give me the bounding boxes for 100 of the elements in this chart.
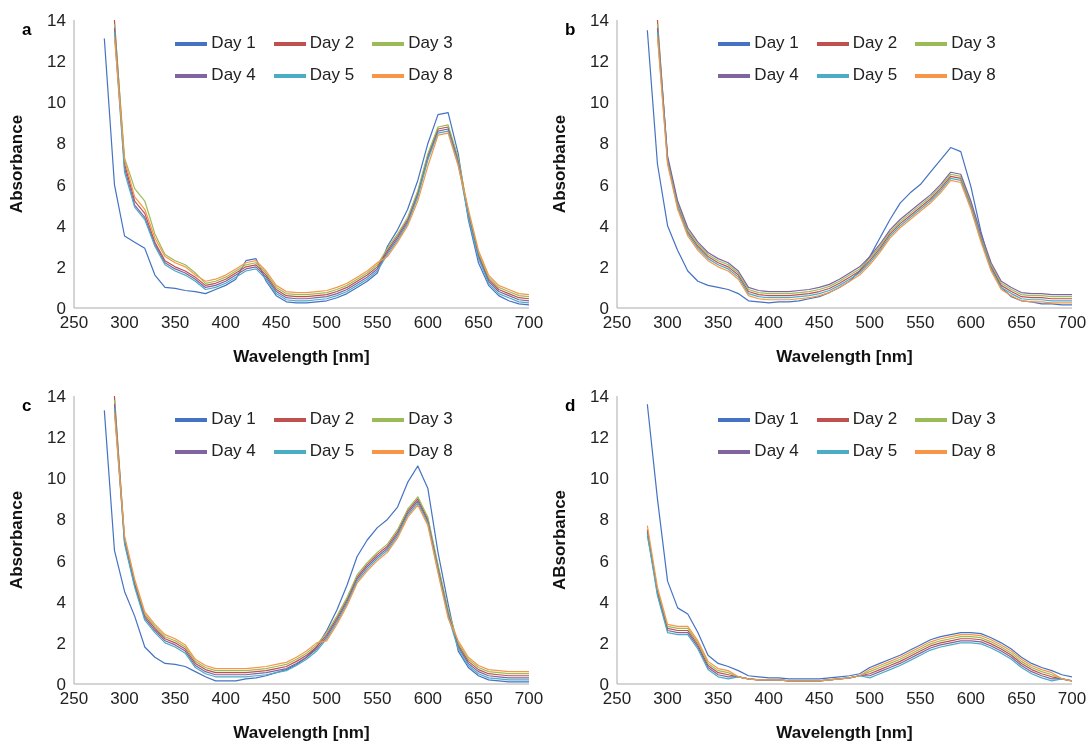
x-tick-label: 400 [211, 689, 240, 709]
x-tick-label: 450 [262, 313, 291, 333]
x-tick-label: 350 [160, 689, 190, 709]
legend-label: Day 5 [852, 65, 898, 85]
y-tick-label: 12 [47, 428, 66, 448]
x-tick-label: 700 [1057, 313, 1087, 333]
x-axis-title: Wavelength [nm] [776, 723, 913, 742]
y-tick-label: 6 [56, 551, 66, 571]
legend-label: Day 2 [309, 409, 355, 429]
legend-label: Day 2 [309, 33, 355, 53]
x-tick-label: 350 [160, 313, 190, 333]
chart-title: b [565, 20, 576, 40]
x-tick-label: 550 [906, 313, 935, 333]
legend-label: Day 8 [951, 65, 996, 85]
x-tick-label: 700 [1057, 689, 1087, 709]
y-tick-label: 10 [590, 469, 609, 489]
y-tick-label: 10 [47, 469, 66, 489]
x-axis-title: Wavelength [nm] [233, 723, 370, 742]
y-tick-label: 2 [56, 633, 66, 653]
y-axis-title: Absorbance [550, 114, 570, 214]
x-tick-label: 300 [653, 689, 682, 709]
y-tick-label: 8 [56, 134, 66, 154]
x-tick-label: 650 [1007, 689, 1036, 709]
y-tick-label: 14 [47, 11, 66, 31]
legend-label: Day 3 [951, 33, 996, 53]
x-tick-label: 400 [754, 689, 783, 709]
y-tick-label: 2 [599, 633, 609, 653]
y-tick-label: 2 [599, 257, 609, 277]
y-tick-label: 6 [599, 551, 609, 571]
x-tick-label: 650 [1007, 313, 1036, 333]
legend-label: Day 1 [754, 33, 799, 53]
y-tick-label: 10 [47, 93, 66, 113]
x-tick-label: 700 [514, 689, 544, 709]
x-tick-label: 350 [703, 689, 733, 709]
y-tick-label: 8 [56, 510, 66, 530]
legend-label: Day 4 [211, 441, 256, 461]
x-tick-label: 650 [464, 313, 493, 333]
x-tick-label: 550 [363, 689, 392, 709]
legend-label: Day 4 [754, 441, 799, 461]
x-tick-label: 300 [110, 689, 139, 709]
legend-label: Day 1 [211, 409, 256, 429]
chart-title: a [22, 20, 32, 40]
y-tick-label: 14 [590, 11, 609, 31]
x-axis-title: Wavelength [nm] [233, 347, 370, 366]
x-tick-label: 700 [514, 313, 544, 333]
legend-label: Day 2 [852, 33, 898, 53]
x-tick-label: 400 [754, 313, 783, 333]
x-tick-label: 500 [312, 689, 341, 709]
x-tick-label: 400 [211, 313, 240, 333]
x-tick-label: 600 [413, 689, 443, 709]
legend-label: Day 2 [852, 409, 898, 429]
x-tick-label: 500 [855, 689, 884, 709]
x-tick-label: 350 [703, 313, 733, 333]
x-tick-label: 600 [956, 689, 986, 709]
legend-label: Day 5 [309, 441, 355, 461]
legend-label: Day 3 [951, 409, 996, 429]
legend-label: Day 4 [754, 65, 799, 85]
legend-label: Day 3 [408, 409, 453, 429]
legend-label: Day 5 [309, 65, 355, 85]
y-tick-label: 4 [56, 216, 66, 236]
y-tick-label: 8 [599, 510, 609, 530]
legend-label: Day 4 [211, 65, 256, 85]
x-tick-label: 650 [464, 689, 493, 709]
x-tick-label: 550 [363, 313, 392, 333]
y-tick-label: 4 [56, 592, 66, 612]
legend-label: Day 1 [211, 33, 256, 53]
legend-label: Day 1 [754, 409, 799, 429]
x-tick-label: 550 [906, 689, 935, 709]
x-tick-label: 500 [855, 313, 884, 333]
legend-label: Day 5 [852, 441, 898, 461]
legend-label: Day 3 [408, 33, 453, 53]
y-tick-label: 4 [599, 592, 609, 612]
y-tick-label: 12 [590, 52, 609, 72]
x-tick-label: 450 [805, 313, 834, 333]
y-tick-label: 6 [599, 175, 609, 195]
legend-label: Day 8 [951, 441, 996, 461]
line-series [646, 403, 1072, 680]
y-tick-label: 6 [56, 175, 66, 195]
y-axis-title: Absorbance [7, 490, 27, 590]
y-tick-label: 2 [56, 257, 66, 277]
y-tick-label: 12 [47, 52, 66, 72]
y-tick-label: 14 [47, 387, 66, 407]
y-tick-label: 14 [590, 387, 609, 407]
x-tick-label: 450 [805, 689, 834, 709]
x-tick-label: 600 [413, 313, 443, 333]
x-tick-label: 500 [312, 313, 341, 333]
x-axis-title: Wavelength [nm] [776, 347, 913, 366]
legend-label: Day 8 [408, 441, 453, 461]
x-tick-label: 450 [262, 689, 291, 709]
x-tick-label: 300 [110, 313, 139, 333]
y-axis-title: Absorbance [7, 114, 27, 214]
legend-label: Day 8 [408, 65, 453, 85]
chart-title: d [565, 396, 576, 416]
y-tick-label: 10 [590, 93, 609, 113]
x-tick-label: 600 [956, 313, 986, 333]
x-tick-label: 300 [653, 313, 682, 333]
y-tick-label: 8 [599, 134, 609, 154]
y-axis-title: ABsorbance [550, 489, 570, 591]
y-tick-label: 4 [599, 216, 609, 236]
chart-title: c [22, 396, 32, 416]
